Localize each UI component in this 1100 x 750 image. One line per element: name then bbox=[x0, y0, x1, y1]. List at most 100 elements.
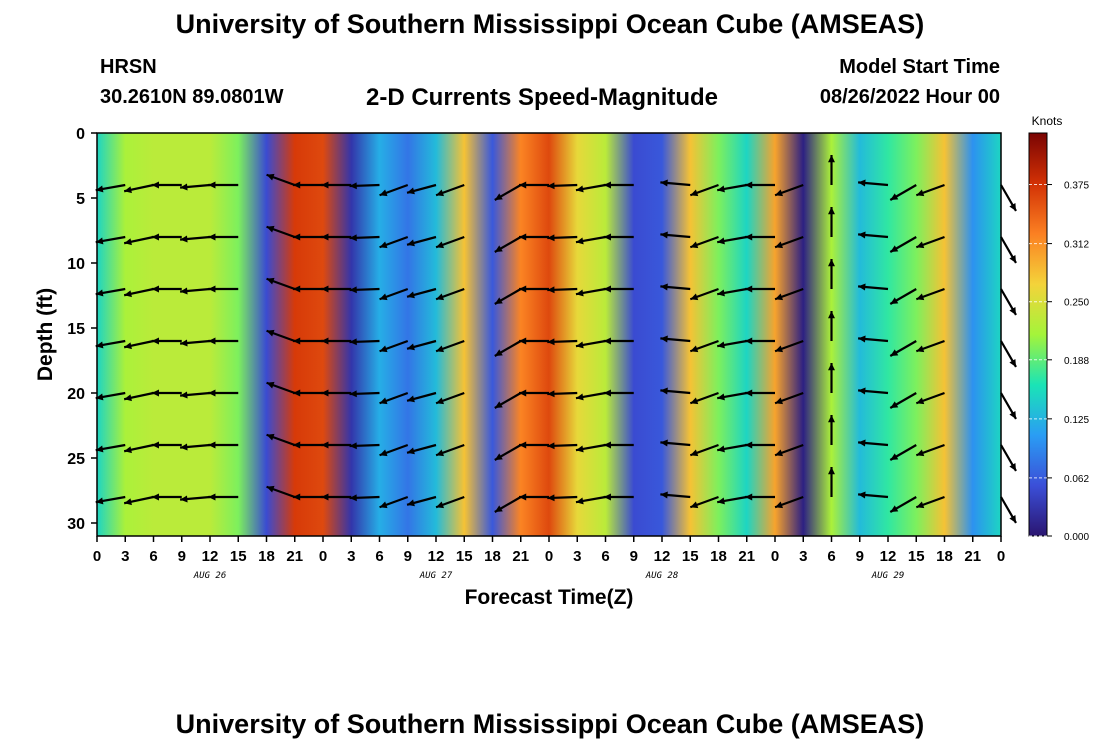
current-vector-arrow bbox=[266, 277, 296, 291]
current-vector-arrow bbox=[435, 183, 465, 197]
current-vector-arrow bbox=[547, 390, 578, 398]
current-vector-arrow bbox=[266, 329, 296, 343]
current-vector-arrow bbox=[494, 444, 522, 461]
current-vector-arrow bbox=[774, 287, 804, 301]
current-vector-arrow bbox=[379, 287, 409, 301]
current-vector-arrow bbox=[494, 184, 522, 201]
current-vector-arrow bbox=[575, 183, 606, 193]
x-tick-label: 6 bbox=[601, 548, 609, 565]
current-vector-arrow bbox=[915, 183, 945, 197]
current-vector-arrow bbox=[889, 184, 917, 201]
current-vector-arrow bbox=[379, 183, 409, 197]
current-vector-arrow bbox=[717, 235, 747, 245]
current-vector-arrow bbox=[745, 285, 775, 293]
colorbar-tick-label: 0.125 bbox=[1064, 415, 1089, 426]
x-tick-label: 0 bbox=[93, 548, 101, 565]
current-vector-arrow bbox=[660, 231, 691, 239]
current-vector-arrow bbox=[889, 444, 917, 461]
current-vector-arrow bbox=[151, 233, 182, 241]
current-vector-arrow bbox=[915, 391, 945, 405]
current-vector-arrow bbox=[494, 392, 522, 409]
current-vector-arrow bbox=[547, 182, 578, 190]
y-tick-label: 30 bbox=[67, 516, 85, 533]
current-vector-arrow bbox=[293, 233, 323, 241]
current-vector-arrow bbox=[379, 339, 409, 353]
current-vector-arrow bbox=[293, 493, 323, 501]
current-vector-arrow bbox=[547, 338, 578, 346]
current-vector-arrow bbox=[435, 391, 465, 405]
current-vector-arrow bbox=[717, 183, 747, 193]
current-vector-arrow bbox=[321, 389, 352, 397]
current-vector-arrow bbox=[1000, 392, 1017, 420]
current-vector-arrow bbox=[208, 441, 239, 449]
current-vector-arrow bbox=[689, 235, 719, 249]
current-vector-arrow bbox=[745, 233, 775, 241]
current-vector-arrow bbox=[660, 179, 691, 187]
current-vector-arrow bbox=[547, 442, 578, 450]
x-tick-label: 9 bbox=[856, 548, 864, 565]
current-vector-arrow bbox=[349, 182, 380, 190]
current-vector-arrow bbox=[774, 391, 804, 405]
current-vector-arrow bbox=[858, 335, 889, 343]
day-label: AUG 26 bbox=[193, 571, 227, 581]
current-vector-arrow bbox=[123, 183, 154, 194]
current-vector-arrow bbox=[293, 441, 323, 449]
x-tick-label: 9 bbox=[630, 548, 638, 565]
current-vector-arrow bbox=[575, 443, 606, 453]
current-vector-arrow bbox=[293, 389, 323, 397]
current-vector-arrow bbox=[1000, 496, 1017, 524]
current-vector-arrow bbox=[915, 443, 945, 457]
current-vector-arrow bbox=[95, 183, 126, 193]
current-vector-arrow bbox=[603, 181, 634, 189]
current-vector-arrow bbox=[1000, 444, 1017, 472]
x-tick-label: 3 bbox=[121, 548, 129, 565]
x-tick-label: 18 bbox=[710, 548, 727, 565]
current-vector-arrow bbox=[603, 233, 634, 241]
current-vector-arrow bbox=[123, 235, 154, 246]
x-tick-label: 3 bbox=[347, 548, 355, 565]
current-vector-arrow bbox=[95, 443, 126, 453]
current-vector-arrow bbox=[321, 441, 352, 449]
current-vector-arrow bbox=[519, 493, 549, 501]
current-vector-arrow bbox=[293, 337, 323, 345]
x-tick-label: 21 bbox=[512, 548, 529, 565]
current-vector-arrow bbox=[406, 287, 437, 299]
x-tick-label: 0 bbox=[997, 548, 1005, 565]
current-vector-arrow bbox=[208, 285, 239, 293]
current-vector-arrow bbox=[151, 285, 182, 293]
current-vector-arrow bbox=[406, 183, 437, 195]
current-vector-arrow bbox=[266, 173, 296, 187]
current-vector-arrow bbox=[321, 337, 352, 345]
current-vector-arrow bbox=[180, 339, 211, 347]
current-vector-arrow bbox=[151, 181, 182, 189]
current-vector-arrow bbox=[180, 391, 211, 399]
station-coordinates: 30.2610N 89.0801W bbox=[100, 86, 284, 108]
current-vector-arrow bbox=[717, 443, 747, 453]
x-tick-label: 12 bbox=[880, 548, 897, 565]
current-vector-arrow bbox=[774, 339, 804, 353]
current-vector-arrow bbox=[519, 337, 549, 345]
current-vector-arrow bbox=[123, 391, 154, 402]
current-vector-arrow bbox=[547, 494, 578, 502]
colorbar bbox=[1028, 132, 1048, 537]
current-vector-arrow bbox=[689, 495, 719, 509]
x-tick-label: 6 bbox=[149, 548, 157, 565]
current-vector-arrow bbox=[575, 391, 606, 401]
current-vector-arrow bbox=[689, 391, 719, 405]
current-vector-arrow bbox=[660, 387, 691, 395]
current-vector-arrow bbox=[858, 439, 889, 447]
current-vector-arrow bbox=[494, 340, 522, 357]
colorbar-tick-label: 0.188 bbox=[1064, 356, 1089, 367]
current-vector-arrow bbox=[603, 337, 634, 345]
current-vector-arrow bbox=[208, 493, 239, 501]
current-vector-arrow bbox=[208, 337, 239, 345]
day-label: AUG 27 bbox=[419, 571, 453, 581]
current-vector-arrow bbox=[406, 443, 437, 455]
x-tick-label: 21 bbox=[738, 548, 755, 565]
current-vector-arrow bbox=[717, 339, 747, 349]
current-vector-arrow bbox=[95, 235, 126, 245]
current-vector-arrow bbox=[858, 491, 889, 499]
day-label: AUG 29 bbox=[871, 571, 905, 581]
current-vector-arrow bbox=[208, 389, 239, 397]
